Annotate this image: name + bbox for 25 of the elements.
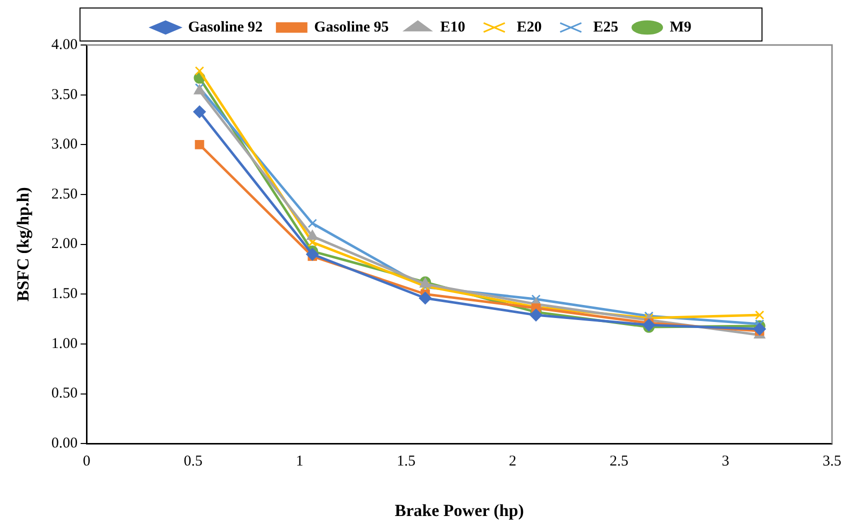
x-axis-title: Brake Power (hp) xyxy=(394,501,524,520)
legend-label: M9 xyxy=(670,19,692,36)
x-tick-label: 0 xyxy=(82,454,90,470)
y-tick-label: 4.00 xyxy=(51,36,78,53)
legend-label: E10 xyxy=(440,19,466,36)
y-tick-label: 3.00 xyxy=(51,136,78,153)
legend-label: E20 xyxy=(516,19,542,36)
x-tick-label: 3.5 xyxy=(822,454,842,470)
y-tick-label: 0.50 xyxy=(51,386,78,402)
y-axis-title: BSFC (kg/hp.h) xyxy=(14,187,33,302)
y-tick-label: 2.00 xyxy=(51,236,78,252)
y-tick-label: 1.00 xyxy=(51,336,78,352)
y-tick-label: 1.50 xyxy=(51,286,78,302)
y-tick-label: 3.50 xyxy=(51,86,78,103)
x-tick-label: 0.5 xyxy=(184,454,203,470)
y-tick-label: 2.50 xyxy=(51,186,78,202)
x-tick-label: 1.5 xyxy=(396,454,416,470)
legend-label: E25 xyxy=(593,19,618,36)
x-tick-label: 3 xyxy=(722,454,730,470)
x-tick-label: 2 xyxy=(508,454,516,470)
legend-label: Gasoline 92 xyxy=(188,19,263,36)
y-tick-label: 0.00 xyxy=(51,436,78,452)
x-tick-label: 1 xyxy=(296,454,304,470)
x-tick-label: 2.5 xyxy=(610,454,628,470)
legend-label: Gasoline 95 xyxy=(314,19,389,36)
